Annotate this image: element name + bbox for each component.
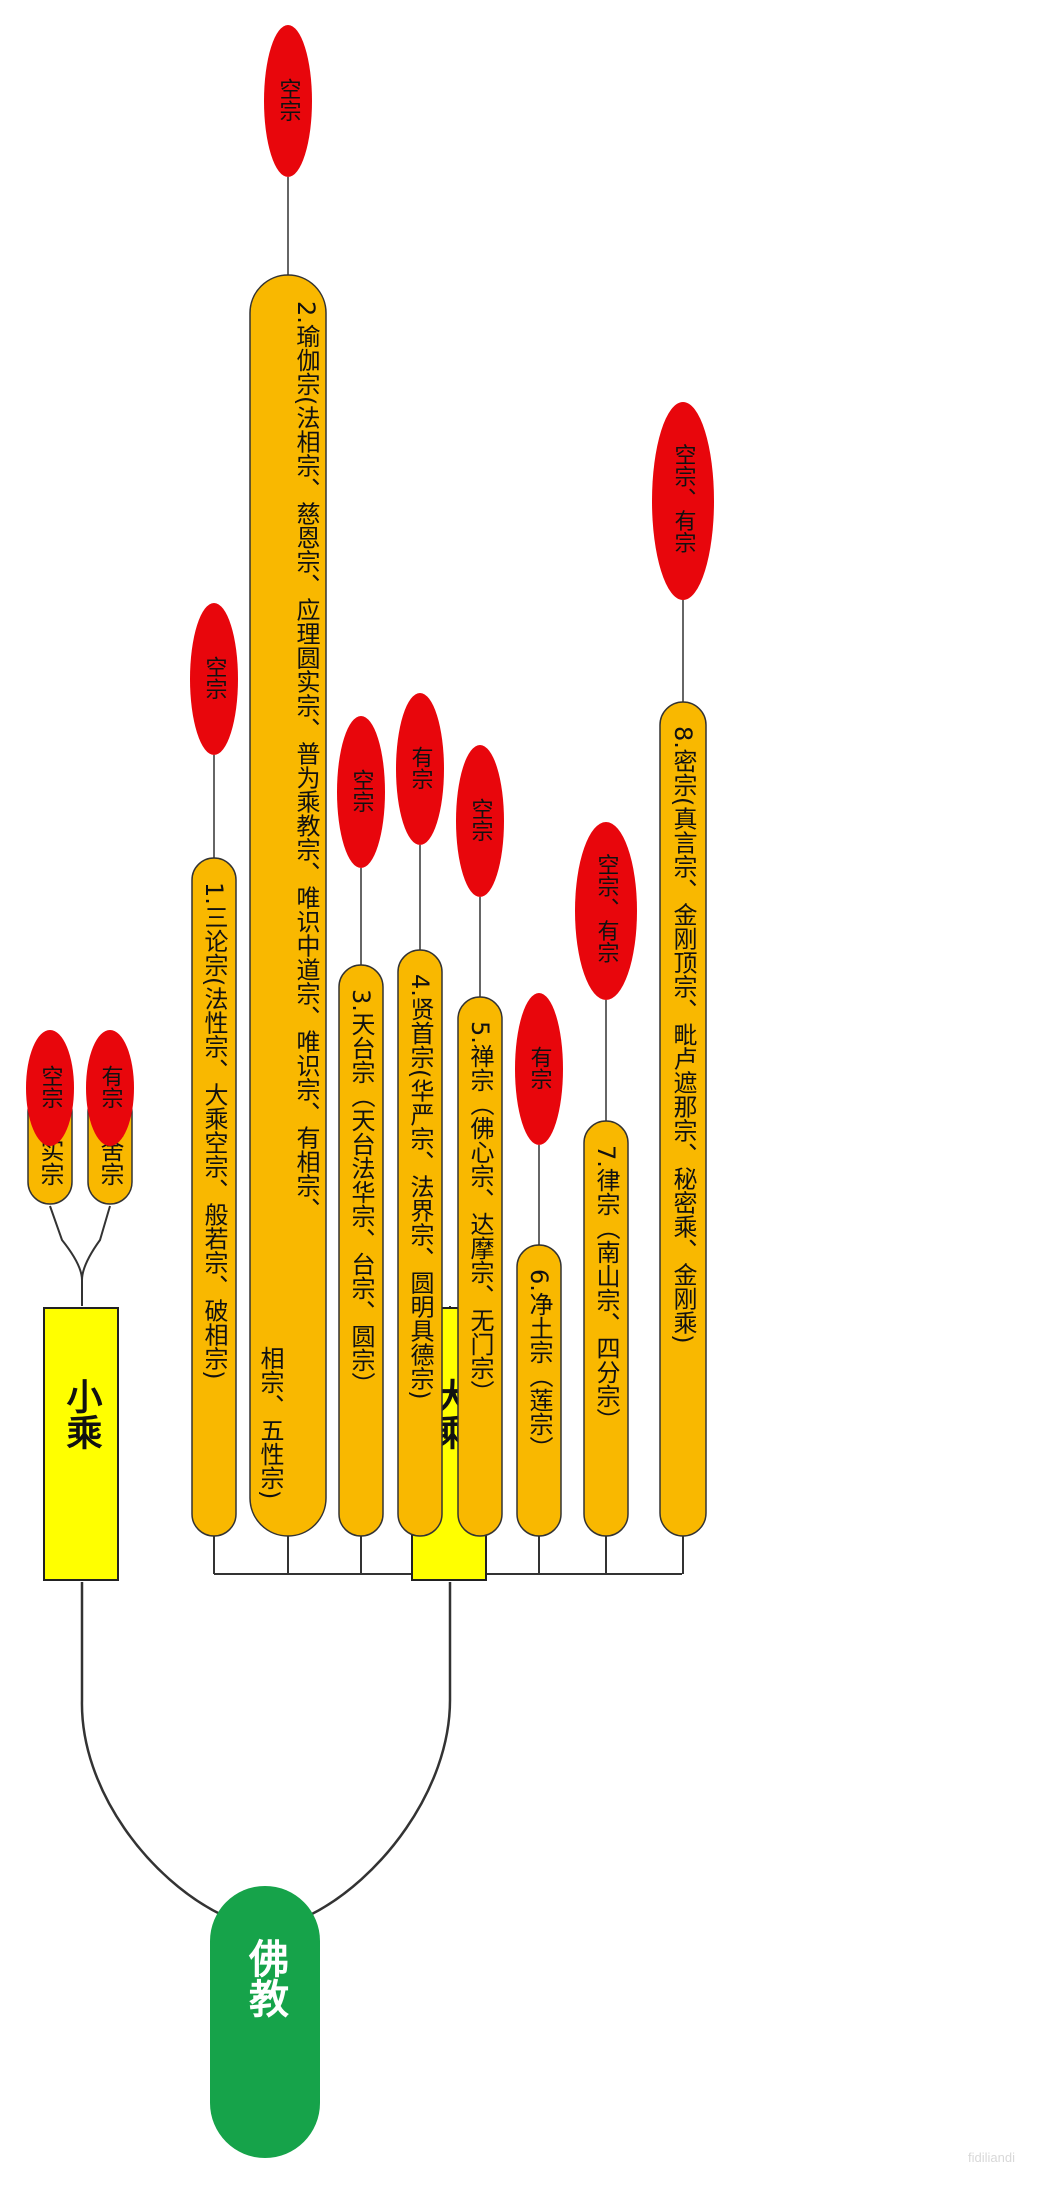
school-label-cont: 相宗、五性宗): [256, 1346, 284, 1499]
school-tag-label: 空宗: [276, 78, 302, 122]
dacheng-school-pill: [583, 1120, 629, 1537]
connector-line: [49, 1205, 83, 1306]
school-tag-label: 空宗、有宗: [671, 444, 697, 554]
school-label: 1.三论宗(法性宗、大乘空宗、般若宗、破相宗): [200, 882, 228, 1380]
school-label: 2.瑜伽宗(法相宗、慈恩宗、应理圆实宗、普为乘教宗、唯识中道宗、唯识宗、有相宗、: [292, 301, 320, 1221]
dacheng-school-pill: [397, 949, 443, 1537]
category-xiaocheng: [43, 1307, 119, 1581]
school-tag-bubble: [396, 693, 444, 845]
root-label: 佛教: [242, 1938, 290, 2018]
category-label-xiaocheng: 小乘: [61, 1378, 103, 1450]
school-label: 6.净土宗（莲宗）: [525, 1269, 553, 1460]
watermark: fidiliandi: [968, 2150, 1015, 2165]
dacheng-school-pill: [249, 274, 327, 1537]
dacheng-school-pill: [338, 964, 384, 1537]
dacheng-school-pill: [457, 996, 503, 1537]
school-label: 3.天台宗（天台法华宗、台宗、圆宗）: [347, 989, 375, 1396]
root-node: [210, 1886, 320, 2158]
dacheng-school-pill: [191, 857, 237, 1537]
connector-line: [80, 1582, 223, 1917]
school-tag-bubble: [652, 402, 714, 600]
school-tag-label: 空宗: [468, 798, 494, 842]
school-tag-bubble: [515, 993, 563, 1145]
school-label: 8.密宗(真言宗、金刚顶宗、毗卢遮那宗、秘密乘、金刚乘): [669, 726, 697, 1344]
school-label: 5.禅宗（佛心宗、达摩宗、无门宗）: [466, 1021, 494, 1404]
dacheng-school-pill: [659, 701, 707, 1537]
school-tag-bubble: [337, 716, 385, 868]
school-tag-bubble: [456, 745, 504, 897]
school-tag-label: 有宗: [98, 1065, 124, 1109]
school-tag-bubble: [190, 603, 238, 755]
school-tag-bubble: [575, 822, 637, 1000]
school-tag-label: 空宗、有宗: [594, 854, 620, 964]
school-tag-label: 空宗: [38, 1065, 64, 1109]
school-tag-bubble: [26, 1030, 74, 1146]
school-tag-bubble: [264, 25, 312, 177]
school-label: 4.贤首宗(华严宗、法界宗、圆明具德宗): [406, 974, 434, 1400]
connector-line: [309, 1582, 452, 1917]
school-tag-label: 有宗: [408, 746, 434, 790]
connector-line: [81, 1205, 111, 1281]
school-label: 7.律宗（南山宗、四分宗）: [592, 1145, 620, 1432]
school-tag-bubble: [86, 1030, 134, 1146]
school-tag-label: 空宗: [202, 656, 228, 700]
school-tag-label: 有宗: [527, 1046, 553, 1090]
school-tag-label: 空宗: [349, 769, 375, 813]
dacheng-school-pill: [516, 1244, 562, 1537]
